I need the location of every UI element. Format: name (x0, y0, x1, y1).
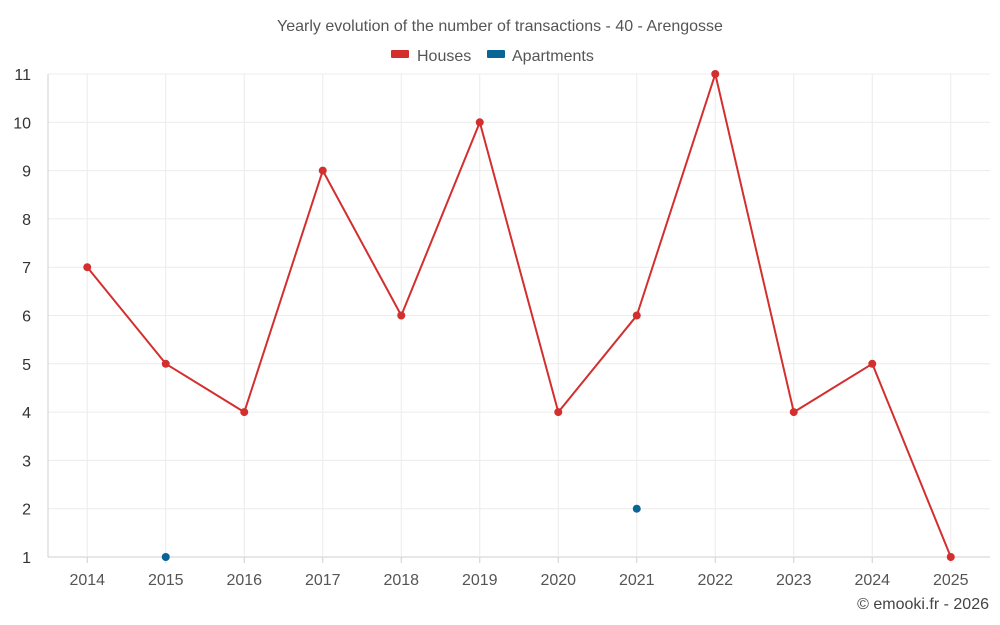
y-tick-label: 5 (22, 357, 31, 374)
data-point-houses-2021[interactable] (632, 311, 641, 320)
x-tick-label: 2023 (776, 572, 812, 589)
chart-title: Yearly evolution of the number of transa… (277, 18, 723, 35)
grid (48, 73, 990, 558)
data-point-houses-2015[interactable] (161, 359, 170, 368)
data-point-houses-2017[interactable] (318, 166, 327, 175)
data-point-houses-2022[interactable] (711, 70, 720, 78)
legend-label-houses[interactable]: Houses (417, 48, 471, 65)
y-tick-label: 2 (22, 502, 31, 519)
x-tick-label: 2021 (619, 572, 655, 589)
legend-label-apartments[interactable]: Apartments (512, 48, 594, 65)
x-tick-label: 2017 (305, 572, 341, 589)
data-point-houses-2024[interactable] (868, 359, 877, 368)
legend-swatch-apartments (487, 50, 505, 58)
data-point-houses-2019[interactable] (475, 118, 484, 127)
x-axis: 2014 2015 2016 2017 2018 2019 2020 2021 2022 2023… (69, 557, 969, 589)
x-tick-label: 2019 (462, 572, 498, 589)
legend: Houses Apartments (391, 48, 594, 65)
series-line-houses (86, 73, 952, 558)
data-point-apartments-2015[interactable] (161, 553, 170, 561)
y-tick-label: 10 (13, 115, 31, 132)
series (83, 70, 955, 561)
x-tick-label: 2024 (854, 572, 890, 589)
y-tick-label: 3 (22, 453, 31, 470)
x-tick-label: 2025 (933, 572, 969, 589)
legend-swatch-houses (391, 50, 409, 58)
data-point-houses-2018[interactable] (397, 311, 406, 320)
x-tick-label: 2016 (226, 572, 262, 589)
y-tick-label: 8 (22, 212, 31, 229)
y-tick-label: 9 (22, 164, 31, 181)
x-tick-label: 2020 (540, 572, 576, 589)
data-point-houses-2020[interactable] (554, 408, 563, 417)
data-point-houses-2016[interactable] (240, 408, 249, 417)
y-tick-label: 1 (22, 550, 31, 567)
y-tick-label: 11 (14, 67, 31, 84)
y-axis: 1 2 3 4 5 6 7 8 9 10 11 (13, 67, 49, 567)
data-point-houses-2023[interactable] (789, 408, 798, 417)
x-tick-label: 2022 (697, 572, 733, 589)
data-point-apartments-2021[interactable] (632, 504, 641, 513)
y-tick-label: 4 (22, 405, 31, 422)
y-tick-label: 7 (22, 260, 31, 277)
x-tick-label: 2015 (148, 572, 184, 589)
data-point-houses-2025[interactable] (946, 553, 955, 561)
credit-text: © emooki.fr - 2026 (857, 596, 989, 613)
x-tick-label: 2014 (69, 572, 105, 589)
data-point-houses-2014[interactable] (83, 263, 92, 272)
y-tick-label: 6 (22, 309, 31, 326)
x-tick-label: 2018 (383, 572, 419, 589)
